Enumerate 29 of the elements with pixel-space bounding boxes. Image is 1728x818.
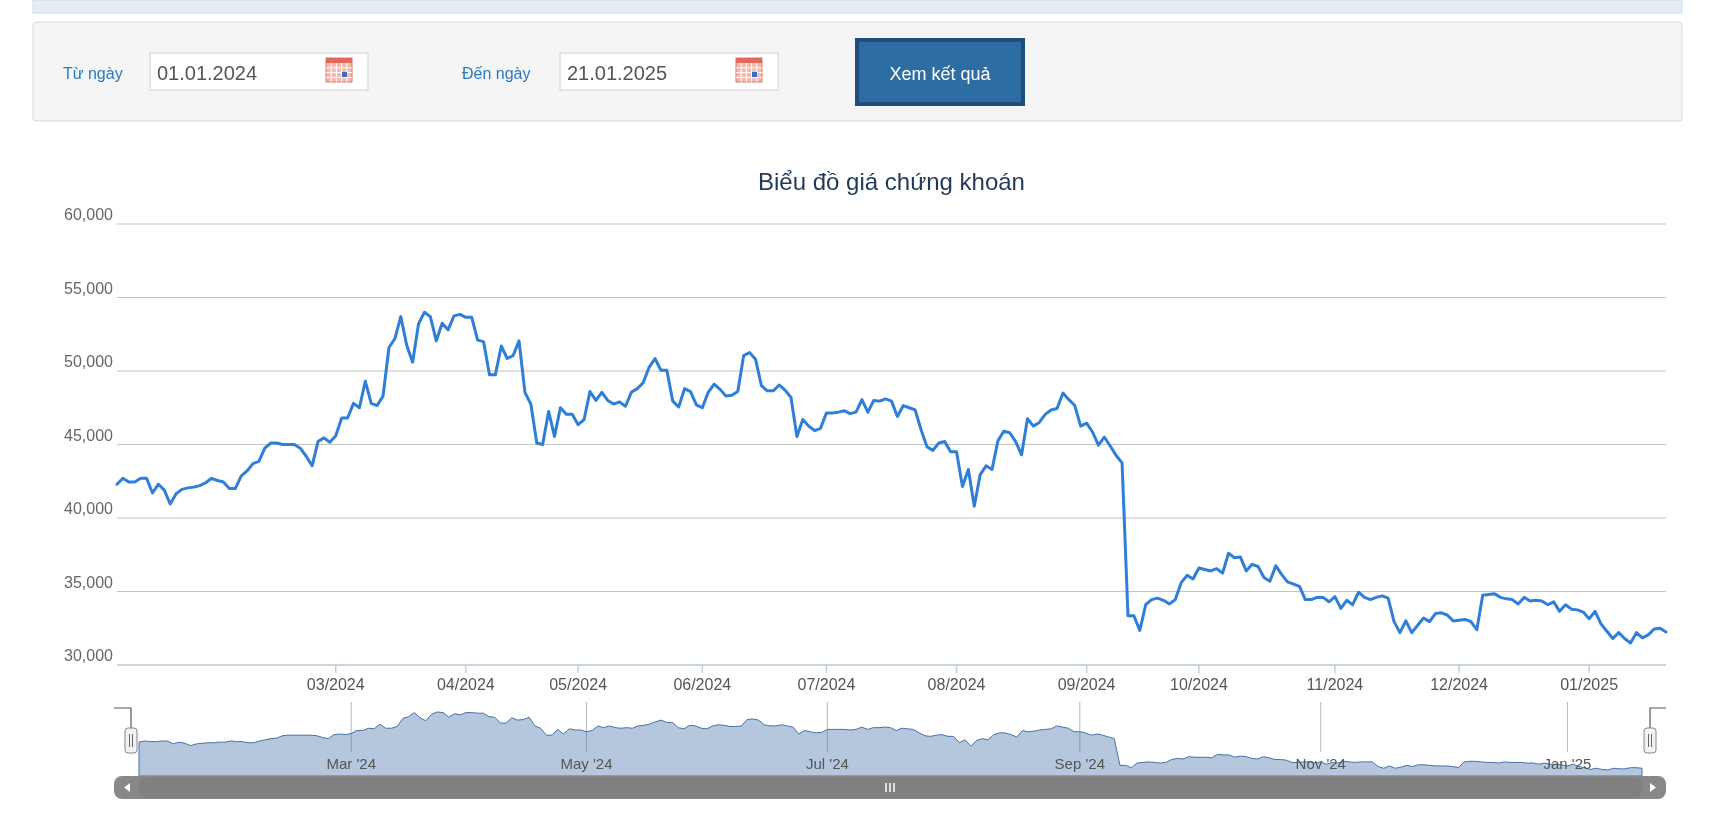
x-tick-label: 04/2024 xyxy=(436,676,495,693)
x-tick-label: 06/2024 xyxy=(673,676,732,693)
x-tick-label: 07/2024 xyxy=(797,676,856,693)
y-tick-label: 55,000 xyxy=(64,279,114,297)
y-tick-label: 30,000 xyxy=(64,647,114,664)
x-tick-label: Jul '24 xyxy=(805,755,849,772)
x-tick-label: 05/2024 xyxy=(549,676,608,693)
text: 21.01.2025 xyxy=(567,62,668,84)
text: 01.01.2024 xyxy=(157,62,258,84)
x-tick-label: 01/2025 xyxy=(1560,676,1619,693)
y-tick-label: 45,000 xyxy=(64,426,114,444)
x-tick-label: 08/2024 xyxy=(927,676,986,693)
text: Từ ngày xyxy=(63,65,123,82)
y-tick-label: 35,000 xyxy=(64,573,114,591)
x-tick-label: Nov '24 xyxy=(1295,755,1346,772)
y-tick-label: 40,000 xyxy=(64,500,114,517)
x-tick-label: 12/2024 xyxy=(1430,676,1489,693)
x-tick-label: 09/2024 xyxy=(1057,676,1116,693)
x-tick-label: 03/2024 xyxy=(306,676,365,693)
y-tick-label: 50,000 xyxy=(64,353,114,370)
text: Đến ngày xyxy=(462,65,531,82)
text: Xem kết quả xyxy=(889,64,992,84)
x-tick-label: May '24 xyxy=(560,755,613,772)
x-tick-label: 10/2024 xyxy=(1170,676,1228,693)
chart-title: Biểu đồ giá chứng khoán xyxy=(758,168,1025,195)
x-tick-label: Mar '24 xyxy=(326,755,377,772)
x-tick-label: 11/2024 xyxy=(1306,676,1364,693)
y-tick-label: 60,000 xyxy=(64,206,114,223)
x-tick-label: Sep '24 xyxy=(1054,755,1106,772)
